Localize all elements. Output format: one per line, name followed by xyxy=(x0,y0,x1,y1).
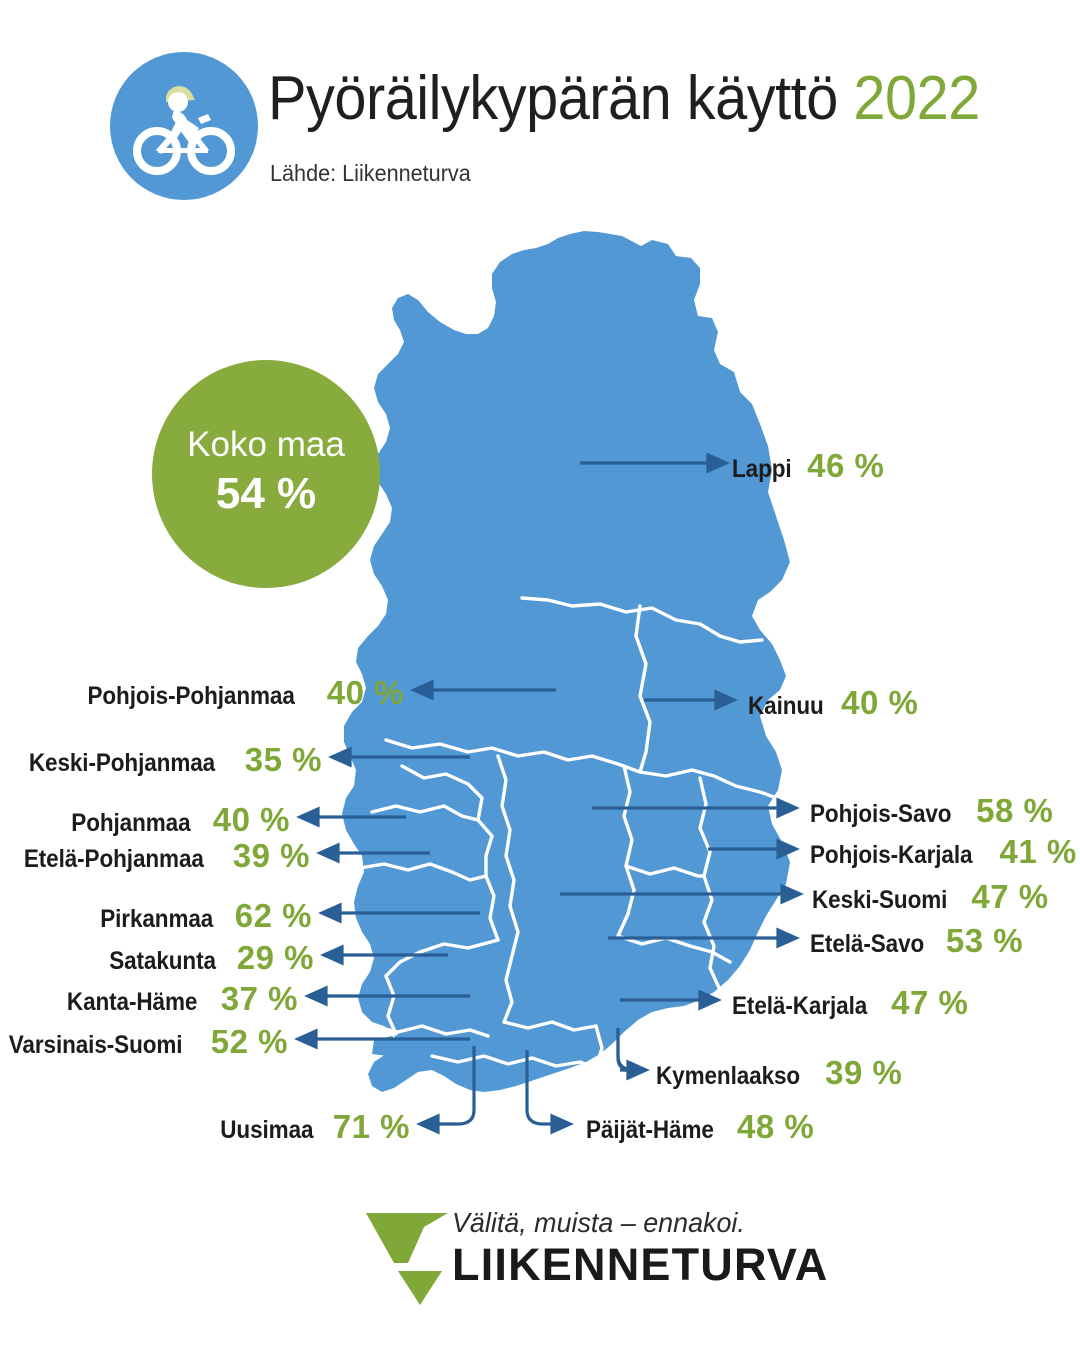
region-name: Etelä-Pohjanmaa xyxy=(23,845,204,873)
region-name: Pirkanmaa xyxy=(100,905,214,933)
callout-arrows xyxy=(294,452,804,1135)
region-name: Pohjois-Pohjanmaa xyxy=(87,682,295,710)
national-average-value: 54 % xyxy=(215,468,317,518)
title-text: Pyöräilykypärän käyttö xyxy=(268,64,854,133)
region-name: Kainuu xyxy=(748,692,824,720)
arrow-etela-savo xyxy=(608,927,800,949)
callout-pohjois-pohjanmaa: Pohjois-Pohjanmaa 40 % xyxy=(87,674,404,712)
callout-kainuu: Kainuu 40 % xyxy=(748,684,918,722)
source-line: Lähde: Liikenneturva xyxy=(270,160,471,186)
callout-uusimaa: Uusimaa 71 % xyxy=(220,1108,410,1146)
header: Pyöräilykypärän käyttö 2022 Lähde: Liike… xyxy=(0,0,1080,210)
region-name: Etelä-Karjala xyxy=(732,992,868,1020)
arrow-keski-suomi xyxy=(560,883,804,905)
region-name: Keski-Pohjanmaa xyxy=(28,749,216,777)
region-value: 47 % xyxy=(891,984,969,1021)
callout-pirkanmaa: Pirkanmaa 62 % xyxy=(100,897,312,935)
region-value: 46 % xyxy=(807,447,885,484)
arrow-lappi xyxy=(580,452,730,474)
region-value: 40 % xyxy=(326,674,404,711)
national-average-badge: Koko maa 54 % xyxy=(152,360,380,588)
arrow-keski-pohjanmaa xyxy=(328,746,470,768)
callout-etela-karjala: Etelä-Karjala 47 % xyxy=(732,984,968,1022)
arrow-etela-karjala xyxy=(620,989,722,1011)
region-name: Keski-Suomi xyxy=(812,886,948,914)
liikenneturva-wordmark: Välitä, muista – ennakoi. LIIKENNETURVA xyxy=(452,1207,828,1288)
region-name: Uusimaa xyxy=(220,1116,314,1144)
callout-pohjois-savo: Pohjois-Savo 58 % xyxy=(810,792,1053,830)
region-value: 39 % xyxy=(825,1054,903,1091)
region-value: 37 % xyxy=(220,980,298,1017)
region-name: Lappi xyxy=(732,455,792,483)
arrow-kymenlaakso xyxy=(616,1028,650,1081)
callout-etela-pohjanmaa: Etelä-Pohjanmaa 39 % xyxy=(24,837,310,875)
arrow-paijat-hame xyxy=(525,1050,574,1135)
region-name: Kymenlaakso xyxy=(656,1062,801,1090)
region-value: 35 % xyxy=(244,741,322,778)
callout-varsinais-suomi: Varsinais-Suomi 52 % xyxy=(9,1023,288,1061)
footer: Välitä, muista – ennakoi. LIIKENNETURVA xyxy=(0,1195,1080,1315)
callout-lappi: Lappi 46 % xyxy=(732,447,884,485)
region-value: 62 % xyxy=(234,897,312,934)
region-name: Pohjois-Savo xyxy=(810,800,952,828)
cyclist-with-helmet-icon xyxy=(110,52,258,200)
arrow-pohjois-pohjanmaa xyxy=(410,679,556,701)
arrow-varsinais-suomi xyxy=(294,1028,470,1050)
arrow-pirkanmaa xyxy=(318,902,480,924)
region-name: Etelä-Savo xyxy=(810,930,925,958)
region-name: Satakunta xyxy=(109,947,216,975)
arrow-kainuu xyxy=(644,689,738,711)
region-name: Pohjanmaa xyxy=(71,809,191,837)
region-value: 53 % xyxy=(945,922,1024,959)
region-value: 39 % xyxy=(232,837,310,874)
region-value: 52 % xyxy=(210,1023,288,1060)
arrow-etela-pohjanmaa xyxy=(316,842,430,864)
callout-paijat-hame: Päijät-Häme 48 % xyxy=(586,1108,814,1146)
callout-keski-suomi: Keski-Suomi 47 % xyxy=(812,878,1049,916)
callout-pohjanmaa: Pohjanmaa 40 % xyxy=(71,801,290,839)
callout-pohjois-karjala: Pohjois-Karjala 41 % xyxy=(810,833,1077,871)
region-borders xyxy=(358,596,784,1090)
region-value: 40 % xyxy=(212,801,290,838)
callout-kymenlaakso: Kymenlaakso 39 % xyxy=(656,1054,902,1092)
region-value: 71 % xyxy=(332,1108,410,1145)
national-average-label: Koko maa xyxy=(187,425,345,465)
region-value: 48 % xyxy=(737,1108,815,1145)
title-year: 2022 xyxy=(853,64,980,133)
arrow-satakunta xyxy=(320,944,448,966)
region-value: 47 % xyxy=(971,878,1049,915)
region-name: Varsinais-Suomi xyxy=(8,1031,183,1059)
arrow-uusimaa xyxy=(416,1046,476,1135)
liikenneturva-logo-icon xyxy=(364,1205,450,1314)
page-title: Pyöräilykypärän käyttö 2022 xyxy=(268,68,980,130)
logo-brand-name: LIIKENNETURVA xyxy=(452,1239,829,1290)
region-name: Kanta-Häme xyxy=(66,988,198,1016)
arrow-kanta-hame xyxy=(304,985,470,1007)
logo-slogan: Välitä, muista – ennakoi. xyxy=(452,1207,745,1238)
callout-etela-savo: Etelä-Savo 53 % xyxy=(810,922,1023,960)
region-value: 41 % xyxy=(999,833,1077,870)
arrow-pohjanmaa xyxy=(296,806,406,828)
map-regions-shape xyxy=(342,231,790,1092)
callout-keski-pohjanmaa: Keski-Pohjanmaa 35 % xyxy=(29,741,322,779)
region-value: 58 % xyxy=(976,792,1054,829)
callout-kanta-hame: Kanta-Häme 37 % xyxy=(67,980,298,1018)
arrow-pohjois-karjala xyxy=(708,838,800,860)
region-name: Päijät-Häme xyxy=(586,1116,714,1144)
arrow-pohjois-savo xyxy=(592,797,800,819)
region-value: 29 % xyxy=(236,939,314,976)
region-name: Pohjois-Karjala xyxy=(810,841,973,869)
callout-satakunta: Satakunta 29 % xyxy=(109,939,314,977)
region-value: 40 % xyxy=(841,684,919,721)
